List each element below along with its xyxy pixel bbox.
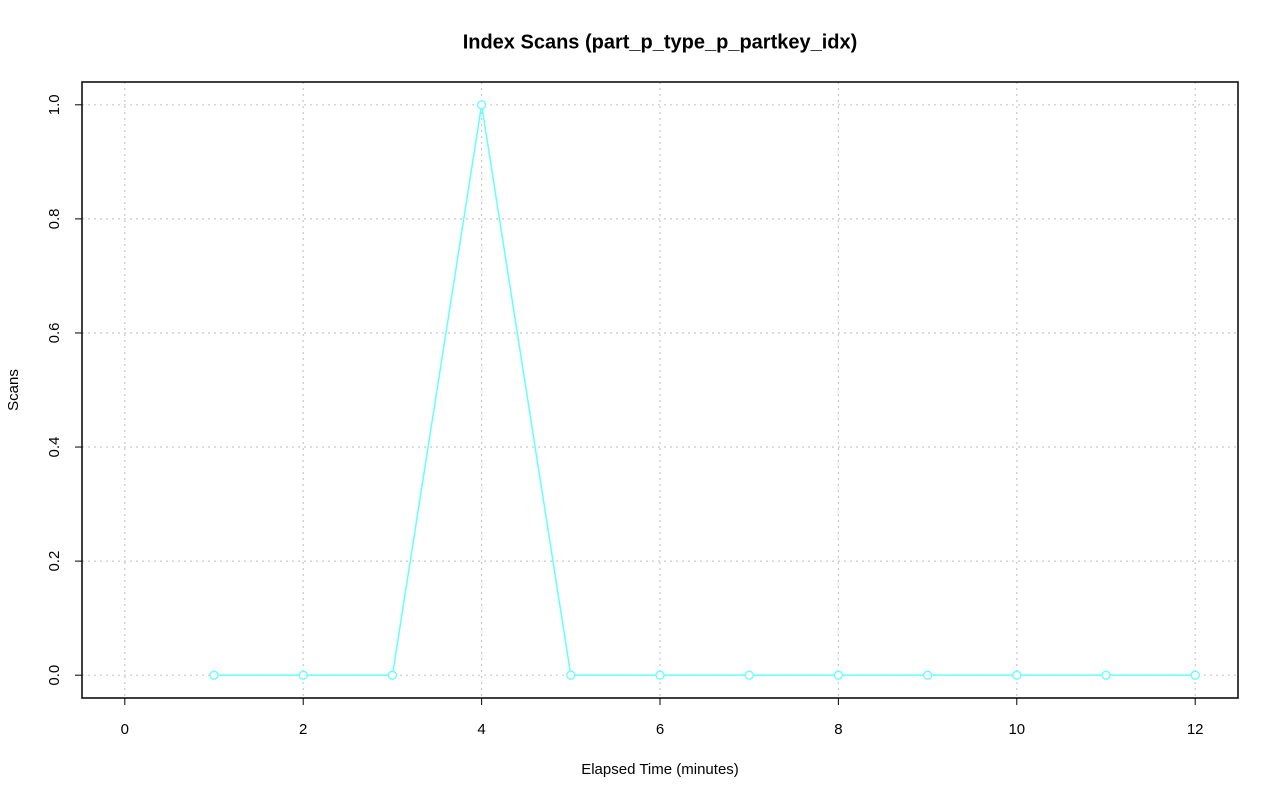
y-tick-label: 0.2 (46, 551, 63, 572)
y-tick-label: 0.0 (46, 665, 63, 686)
data-point (1190, 670, 1200, 680)
x-tick-label: 8 (834, 721, 842, 738)
x-tick-label: 10 (1008, 721, 1025, 738)
x-tick-label: 4 (477, 721, 485, 738)
data-point (833, 670, 844, 680)
data-point (566, 670, 576, 680)
data-point (387, 670, 398, 680)
data-point (298, 670, 308, 680)
x-axis-label: Elapsed Time (minutes) (581, 761, 739, 778)
data-point (655, 670, 665, 680)
series-line (214, 104, 1196, 676)
data-point (744, 670, 754, 680)
data-point (1012, 670, 1022, 680)
x-tick-label: 0 (121, 721, 129, 738)
y-tick-label: 0.6 (46, 323, 63, 344)
x-tick-label: 12 (1187, 721, 1204, 738)
y-tick-label: 0.8 (46, 208, 63, 229)
data-point (476, 100, 487, 110)
data-point (1101, 670, 1111, 680)
plot-frame (81, 81, 1239, 699)
y-tick-label: 0.4 (46, 437, 63, 458)
x-tick-label: 2 (299, 721, 307, 738)
chart-title: Index Scans (part_p_type_p_partkey_idx) (463, 31, 858, 53)
data-point (209, 670, 219, 680)
x-tick-label: 6 (656, 721, 664, 738)
y-tick-label: 1.0 (46, 94, 63, 115)
data-point (922, 670, 933, 680)
y-axis-label: Scans (5, 369, 22, 411)
